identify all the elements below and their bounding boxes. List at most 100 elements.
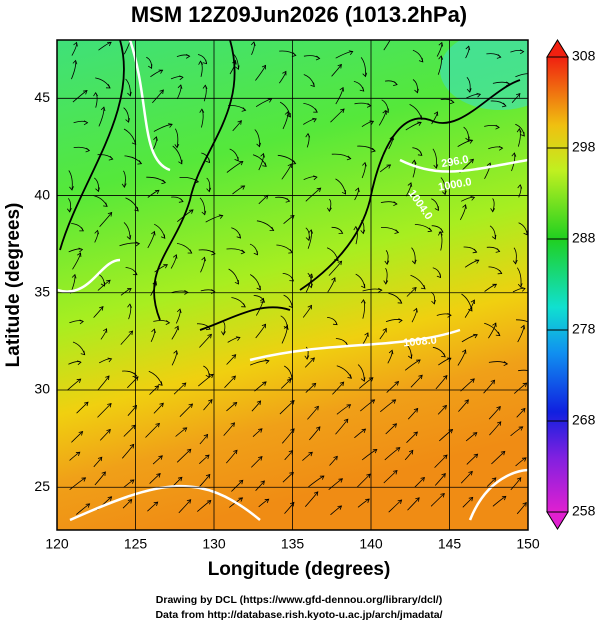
stream-arrow	[173, 349, 178, 355]
stream-arrow	[512, 259, 518, 265]
stream-arrow	[235, 65, 240, 71]
stream-arrow	[530, 323, 534, 327]
stream-arrow	[393, 201, 398, 207]
x-tick-label: 135	[281, 536, 305, 552]
stream-arrow	[313, 491, 319, 496]
stream-arrow	[469, 158, 474, 164]
stream-arrow	[137, 160, 143, 165]
stream-arrow	[473, 453, 479, 459]
stream-arrow	[286, 378, 292, 384]
stream-arrow	[388, 349, 394, 355]
stream-arrow	[101, 471, 106, 476]
streamline	[515, 73, 528, 78]
stream-arrow	[174, 325, 179, 331]
streamline	[178, 499, 192, 514]
stream-arrow	[201, 256, 206, 262]
streamline	[123, 40, 131, 55]
stream-arrow	[262, 381, 267, 386]
stream-arrow	[495, 124, 500, 130]
map-area	[57, 40, 534, 530]
stream-arrow	[127, 288, 132, 293]
stream-arrow	[102, 328, 108, 333]
stream-arrow	[466, 88, 472, 93]
stream-arrow	[261, 323, 267, 329]
stream-arrow	[94, 229, 100, 235]
streamline	[179, 403, 193, 417]
stream-arrow	[501, 102, 507, 108]
stream-arrow	[443, 375, 448, 380]
streamline	[383, 470, 398, 484]
stream-arrow	[441, 473, 446, 478]
stream-arrow	[289, 501, 295, 507]
streamline	[199, 197, 206, 215]
streamlines	[66, 40, 534, 516]
stream-arrow	[476, 92, 482, 98]
stream-arrow	[202, 59, 208, 65]
stream-arrow	[107, 357, 113, 363]
streamline	[121, 444, 135, 459]
stream-arrow	[188, 209, 194, 214]
stream-arrow	[520, 324, 526, 330]
stream-arrow	[238, 479, 244, 485]
stream-arrow	[178, 198, 184, 203]
cool-region	[440, 40, 528, 110]
stream-arrow	[304, 355, 310, 360]
stream-arrow	[127, 91, 132, 97]
stream-arrow	[93, 91, 99, 97]
stream-arrow	[308, 451, 313, 457]
stream-arrow	[519, 49, 525, 55]
stream-arrow	[107, 211, 113, 217]
stream-arrow	[521, 457, 527, 462]
stream-arrow	[395, 447, 401, 452]
stream-arrow	[310, 357, 315, 362]
streamline	[328, 260, 342, 276]
stream-arrow	[153, 501, 159, 507]
stream-arrow	[414, 88, 419, 94]
stream-arrow	[337, 63, 342, 69]
stream-arrow	[290, 400, 295, 405]
stream-arrow	[468, 470, 473, 476]
stream-arrow	[415, 497, 420, 502]
stream-arrow	[331, 277, 336, 282]
x-tick-label: 145	[438, 536, 462, 552]
streamline	[172, 145, 183, 164]
x-tick-label: 130	[202, 536, 226, 552]
stream-arrow	[105, 84, 111, 89]
stream-arrow	[132, 404, 137, 410]
credit: Data from http://database.rish.kyoto-u.a…	[155, 609, 442, 621]
stream-arrow	[209, 373, 214, 379]
credit: Drawing by DCL (https://www.gfd-dennou.o…	[156, 594, 442, 606]
stream-arrow	[305, 132, 311, 138]
stream-arrow	[208, 398, 213, 404]
stream-arrow	[346, 155, 352, 161]
stream-arrow	[411, 259, 417, 265]
stream-arrow	[362, 72, 368, 78]
colorbar-tick-label: 308	[572, 48, 596, 64]
stream-arrow	[81, 477, 87, 482]
stream-arrow	[77, 360, 82, 366]
stream-arrow	[518, 426, 524, 431]
contour-label: 1000.0	[437, 176, 472, 194]
stream-arrow	[107, 496, 113, 501]
stream-arrow	[412, 286, 417, 292]
stream-arrow	[314, 405, 319, 411]
stream-arrow	[206, 500, 212, 505]
stream-arrow	[291, 52, 297, 57]
stream-arrow	[168, 123, 173, 128]
stream-arrow	[290, 428, 295, 433]
stream-arrow	[440, 492, 445, 498]
stream-arrow	[163, 264, 168, 269]
streamline	[176, 449, 192, 463]
stream-arrow	[315, 426, 321, 431]
stream-arrow	[378, 287, 383, 293]
stream-arrow	[127, 499, 133, 504]
stream-arrow	[447, 312, 452, 318]
stream-arrow	[470, 378, 475, 383]
stream-arrow	[262, 162, 267, 167]
stream-arrow	[315, 55, 321, 61]
colorbar-tick-label: 298	[572, 139, 596, 155]
stream-arrow	[491, 234, 497, 240]
x-tick-label: 120	[45, 536, 69, 552]
stream-arrow	[339, 381, 345, 387]
stream-arrow	[147, 64, 153, 70]
